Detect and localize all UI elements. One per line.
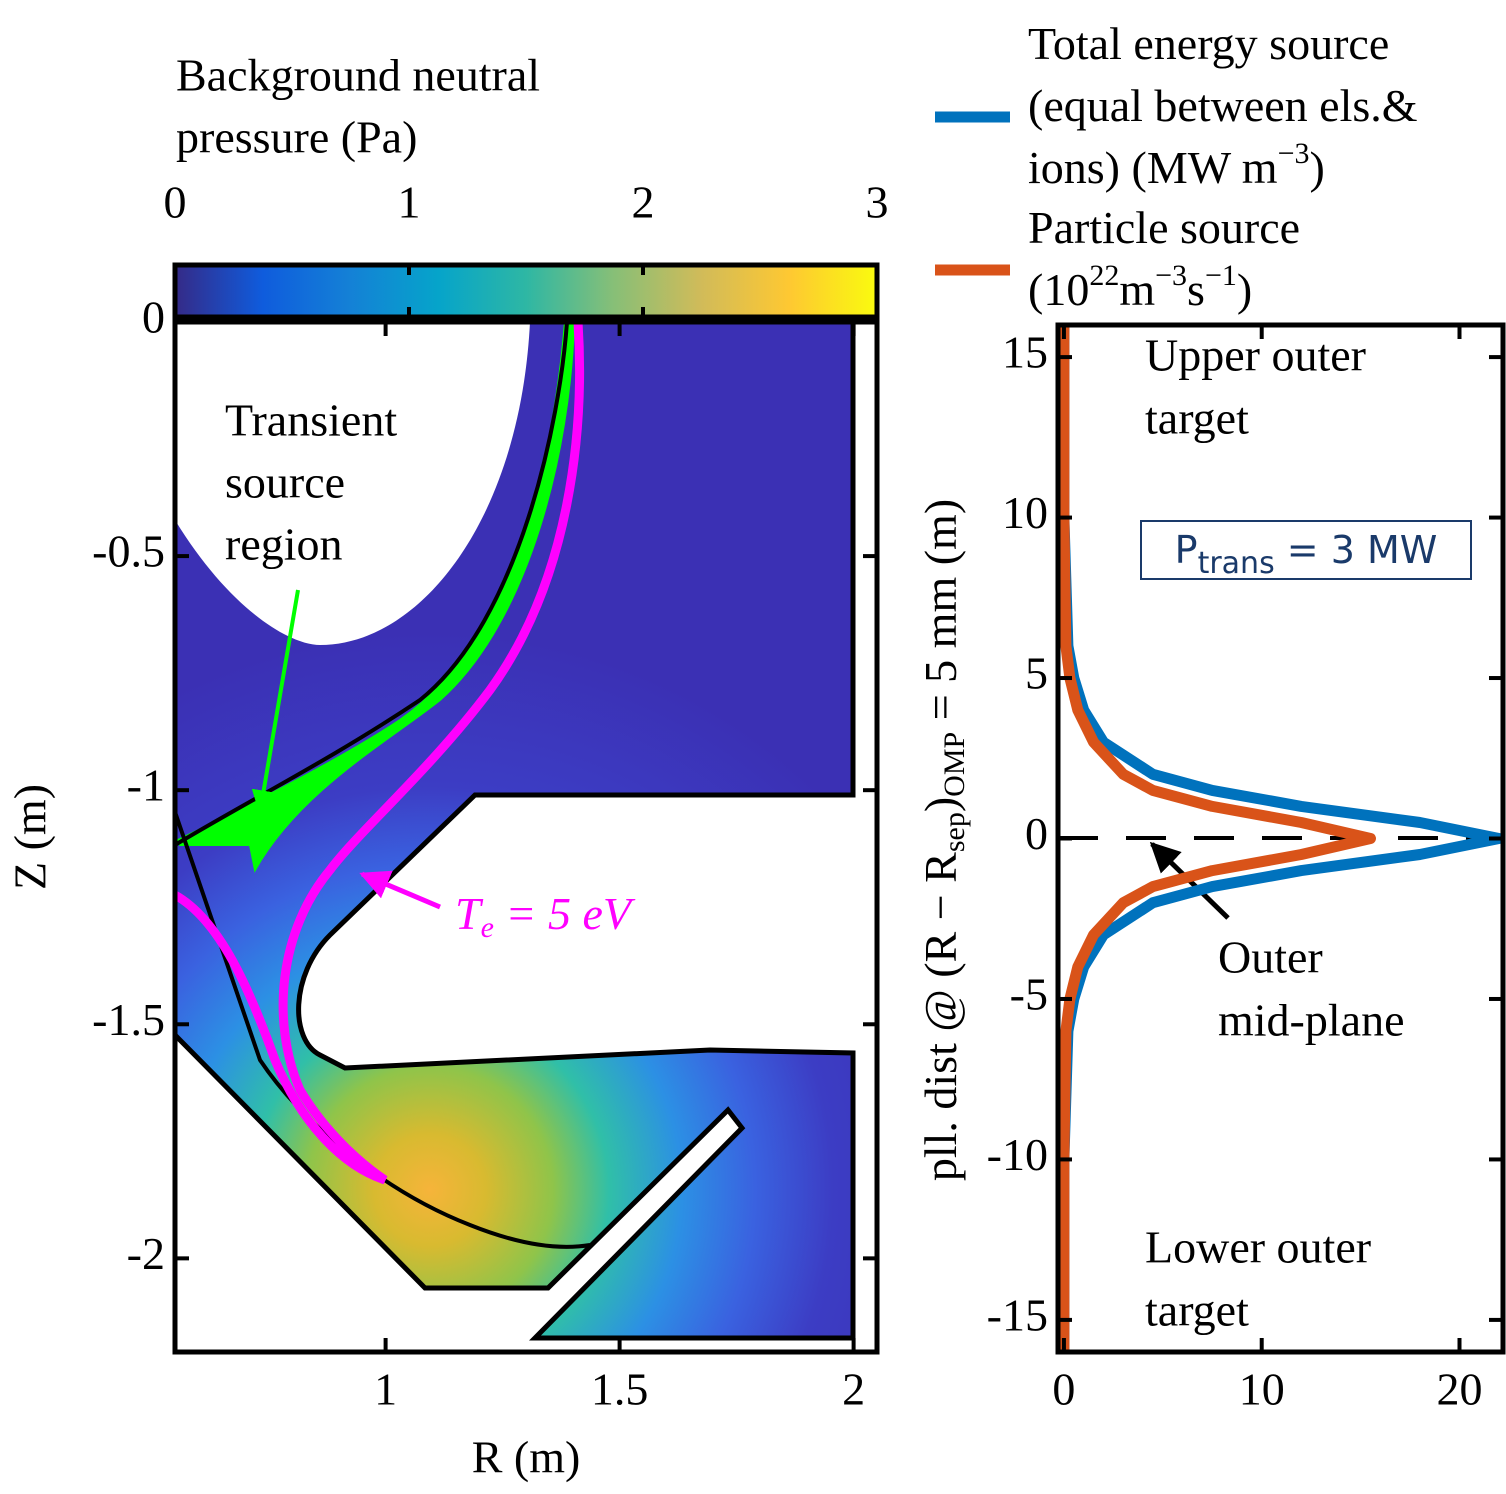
text-part: 22	[1089, 259, 1119, 292]
y-tick-label: -2	[127, 1228, 165, 1279]
annotation: source	[225, 457, 345, 508]
x-tick-label: 1.5	[591, 1364, 649, 1415]
text-part: s	[1187, 264, 1205, 315]
text-part: −3	[1155, 259, 1187, 292]
y-axis-label: Z (m)	[5, 784, 56, 890]
x-tick-label: 2	[842, 1364, 865, 1415]
annotation: target	[1145, 1285, 1249, 1336]
text-part: m	[1119, 264, 1155, 315]
annotation: Upper outer	[1145, 330, 1366, 381]
y-tick-label: -0.5	[92, 526, 165, 577]
y-tick-label: 0	[142, 292, 165, 343]
power-box	[1140, 520, 1472, 580]
y-tick-label: -5	[1010, 969, 1048, 1020]
text-part: pll. dist @ (R − R	[915, 852, 966, 1181]
legend-label: Particle source	[1028, 202, 1300, 253]
colorbar	[172, 262, 880, 320]
text-part: P	[1175, 528, 1198, 572]
plot-frame	[172, 319, 880, 1355]
y-tick-label: 5	[1025, 648, 1048, 699]
y-tick-label: -1	[127, 760, 165, 811]
x-tick-label: 1	[374, 1364, 397, 1415]
text-part: Total energy source	[1028, 18, 1389, 69]
text-part: Particle source	[1028, 202, 1300, 253]
text-part: e	[481, 911, 494, 944]
text-part: )	[1310, 142, 1325, 193]
text-part: ions) (MW m	[1028, 142, 1278, 193]
x-tick-label: 10	[1239, 1364, 1285, 1415]
annotation: Lower outer	[1145, 1222, 1371, 1273]
text-part: = 5 eV	[494, 888, 636, 939]
legend-label: (1022m−3s−1)	[1028, 259, 1252, 315]
wall	[173, 322, 856, 1341]
y-tick-label: -15	[987, 1289, 1048, 1340]
pressure-field	[175, 322, 853, 1338]
colorbar-tick-label: 0	[164, 177, 187, 228]
source-arrow	[251, 589, 300, 815]
legend-label: ions) (MW m−3)	[1028, 137, 1325, 193]
colorbar-label: Background neutral	[176, 50, 540, 101]
te-contour	[172, 321, 585, 1185]
annotation: Transient	[225, 395, 397, 446]
text-part: = 3 MW	[1275, 528, 1438, 572]
text-part: (10	[1028, 264, 1089, 315]
y-tick-label: 0	[1025, 808, 1048, 859]
y-tick-label: -1.5	[92, 994, 165, 1045]
colorbar-tick-label: 1	[398, 177, 421, 228]
text-part: trans	[1198, 546, 1275, 581]
annotation: mid-plane	[1218, 995, 1405, 1046]
series-line	[1058, 325, 1376, 1352]
text-part: −3	[1278, 137, 1310, 170]
annotation: Outer	[1218, 932, 1323, 983]
y-tick-label: 15	[1002, 327, 1048, 378]
colorbar-tick-label: 2	[632, 177, 655, 228]
text-part: sep	[938, 812, 971, 852]
text-part: = 5 mm (m)	[915, 499, 966, 732]
power-label: Ptrans = 3 MW	[1175, 528, 1438, 581]
x-tick-label: 20	[1436, 1364, 1482, 1415]
y-tick-label: 10	[1002, 487, 1048, 538]
colorbar-tick-label: 3	[866, 177, 889, 228]
legend-label: Total energy source	[1028, 18, 1389, 69]
text-part: T	[455, 888, 484, 939]
text-part: OMP	[938, 732, 971, 797]
y-axis-label: pll. dist @ (R − Rsep)OMP = 5 mm (m)	[915, 499, 971, 1181]
annotation: target	[1145, 393, 1249, 444]
annotation: Te = 5 eV	[455, 888, 636, 944]
text-part: )	[915, 797, 966, 812]
legend-label: (equal between els.&	[1028, 80, 1418, 131]
annotation: region	[225, 519, 343, 570]
text-part: (equal between els.&	[1028, 80, 1418, 131]
text-part: −1	[1205, 259, 1237, 292]
y-tick-label: -10	[987, 1129, 1048, 1180]
x-axis-label: R (m)	[472, 1432, 581, 1483]
te-arrow	[359, 870, 441, 910]
x-tick-label: 0	[1052, 1364, 1075, 1415]
colorbar-label: pressure (Pa)	[176, 112, 417, 163]
text-part: )	[1237, 264, 1252, 315]
